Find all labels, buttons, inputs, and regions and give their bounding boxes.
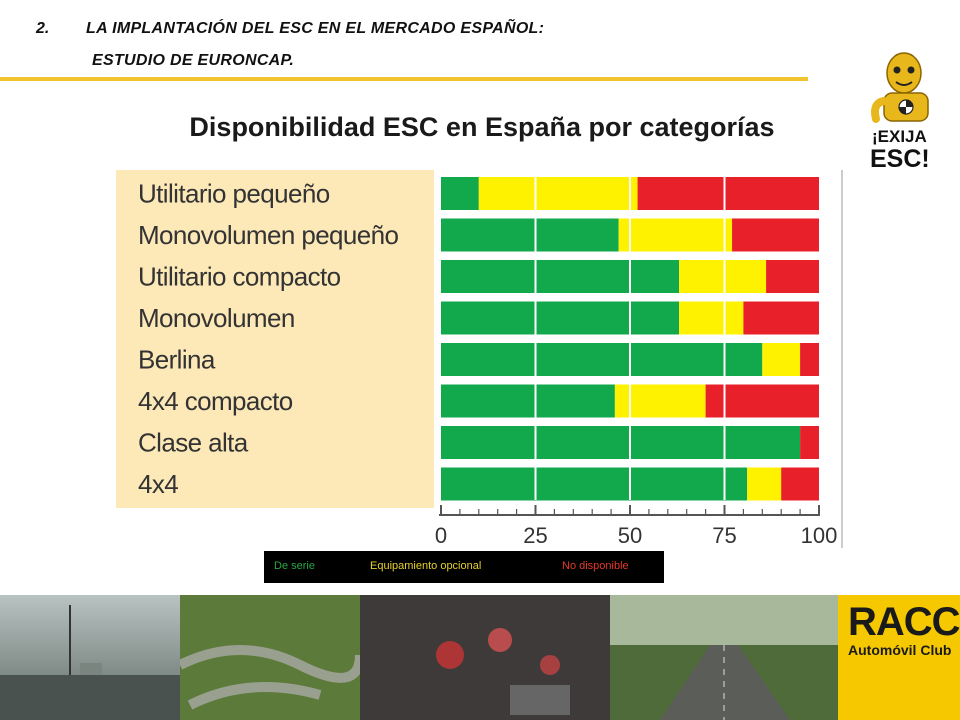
bar-de-serie xyxy=(441,384,615,418)
section-number: 2. xyxy=(36,20,50,37)
racc-subtitle: Automóvil Club xyxy=(848,642,952,658)
bar-no-disponible xyxy=(800,343,819,376)
crash-test-dummy-icon: ¡EXIJA ESC! xyxy=(870,52,930,173)
x-tick-label: 25 xyxy=(523,523,547,548)
chart-legend: De serie Equipamiento opcional No dispon… xyxy=(264,551,664,583)
bar-opcional xyxy=(679,260,767,293)
bar-no-disponible xyxy=(800,426,819,459)
bar-de-serie xyxy=(441,260,680,293)
photo-forest-road xyxy=(610,595,838,720)
bar-opcional xyxy=(618,218,733,252)
bar-no-disponible xyxy=(743,301,819,335)
racc-logo-panel xyxy=(838,595,960,720)
x-tick-label: 50 xyxy=(618,523,642,548)
legend-no-disponible: No disponible xyxy=(562,560,629,572)
section-title-line2: ESTUDIO DE EURONCAP. xyxy=(92,52,295,69)
category-label: Utilitario compacto xyxy=(138,262,341,292)
bar-opcional xyxy=(679,301,744,335)
slide-title: Disponibilidad ESC en España por categor… xyxy=(189,112,775,142)
bar-opcional xyxy=(762,343,801,376)
photo-mountain-road xyxy=(180,595,360,720)
bar-no-disponible xyxy=(781,467,819,501)
category-label: Clase alta xyxy=(138,428,249,458)
bar-opcional xyxy=(614,384,706,418)
category-label: Berlina xyxy=(138,345,216,375)
legend-de-serie: De serie xyxy=(274,560,315,572)
mascot-text-line1: ¡EXIJA xyxy=(872,127,927,146)
mascot-text-line2: ESC! xyxy=(870,145,930,173)
racc-logo: RACC xyxy=(848,600,960,644)
x-tick-label: 0 xyxy=(435,523,447,548)
legend-opcional: Equipamiento opcional xyxy=(370,560,482,572)
category-label: 4x4 compacto xyxy=(138,386,293,416)
x-tick-label: 100 xyxy=(801,523,838,548)
bar-opcional xyxy=(478,177,638,210)
stacked-bar-chart: Utilitario pequeño Monovolumen pequeño Uti… xyxy=(116,170,844,548)
section-title-line1: LA IMPLANTACIÓN DEL ESC EN EL MERCADO ES… xyxy=(86,20,545,37)
category-label: Monovolumen xyxy=(138,303,295,333)
x-tick-label: 75 xyxy=(712,523,736,548)
bar-de-serie xyxy=(441,426,801,459)
category-label: Monovolumen pequeño xyxy=(138,220,398,250)
bar-opcional xyxy=(747,467,782,501)
bar-de-serie xyxy=(441,218,619,252)
category-label: Utilitario pequeño xyxy=(138,179,330,209)
bar-de-serie xyxy=(441,301,680,335)
header-divider xyxy=(0,77,808,81)
bar-no-disponible xyxy=(766,260,819,293)
category-label: 4x4 xyxy=(138,469,178,499)
photo-rainy-highway xyxy=(0,595,180,720)
bar-de-serie xyxy=(441,343,763,376)
bar-de-serie xyxy=(441,177,479,210)
bar-no-disponible xyxy=(705,384,819,418)
bar-no-disponible xyxy=(732,218,819,252)
category-label-panel xyxy=(116,170,434,508)
photo-traffic-lights xyxy=(360,595,610,720)
photo-strip xyxy=(0,595,960,720)
bar-de-serie xyxy=(441,467,748,501)
chart-area: Utilitario pequeño Monovolumen pequeño Uti… xyxy=(116,170,844,550)
bar-no-disponible xyxy=(637,177,819,210)
